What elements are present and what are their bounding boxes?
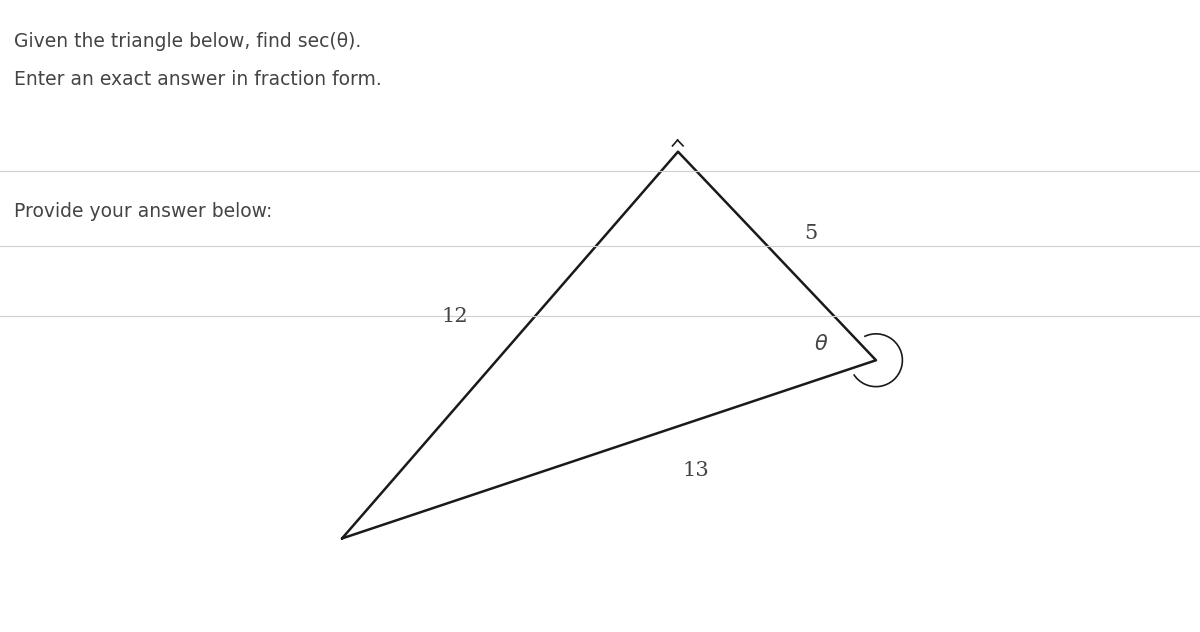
Text: Enter an exact answer in fraction form.: Enter an exact answer in fraction form.: [14, 70, 382, 88]
Text: Given the triangle below, find sec(θ).: Given the triangle below, find sec(θ).: [14, 32, 361, 51]
Text: 5: 5: [804, 224, 817, 243]
Text: 12: 12: [442, 307, 468, 325]
Text: $\theta$: $\theta$: [814, 334, 828, 355]
Text: Provide your answer below:: Provide your answer below:: [14, 202, 272, 221]
Text: 13: 13: [683, 461, 709, 480]
